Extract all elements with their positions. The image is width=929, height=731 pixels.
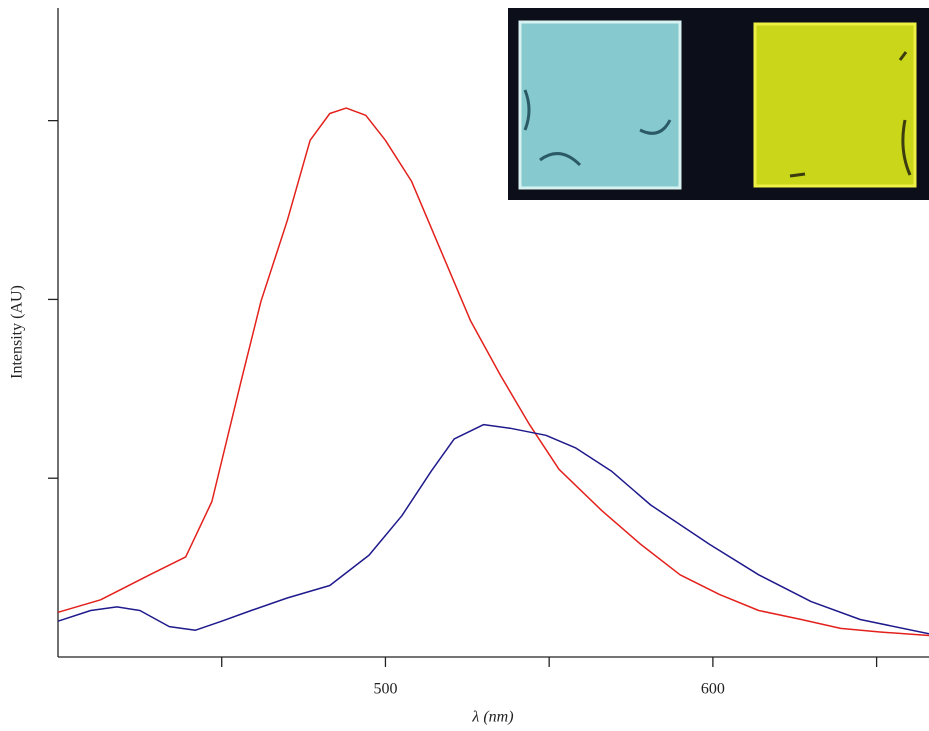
x-axis-label: λ (nm): [471, 709, 513, 726]
line-series: [57, 107, 929, 637]
y-axis-label: Intensity (AU): [9, 285, 26, 379]
inset-photo: [508, 8, 929, 200]
x-tick-label: 600: [701, 681, 725, 698]
line-series: [57, 423, 929, 635]
x-tick-label: 500: [373, 681, 397, 698]
